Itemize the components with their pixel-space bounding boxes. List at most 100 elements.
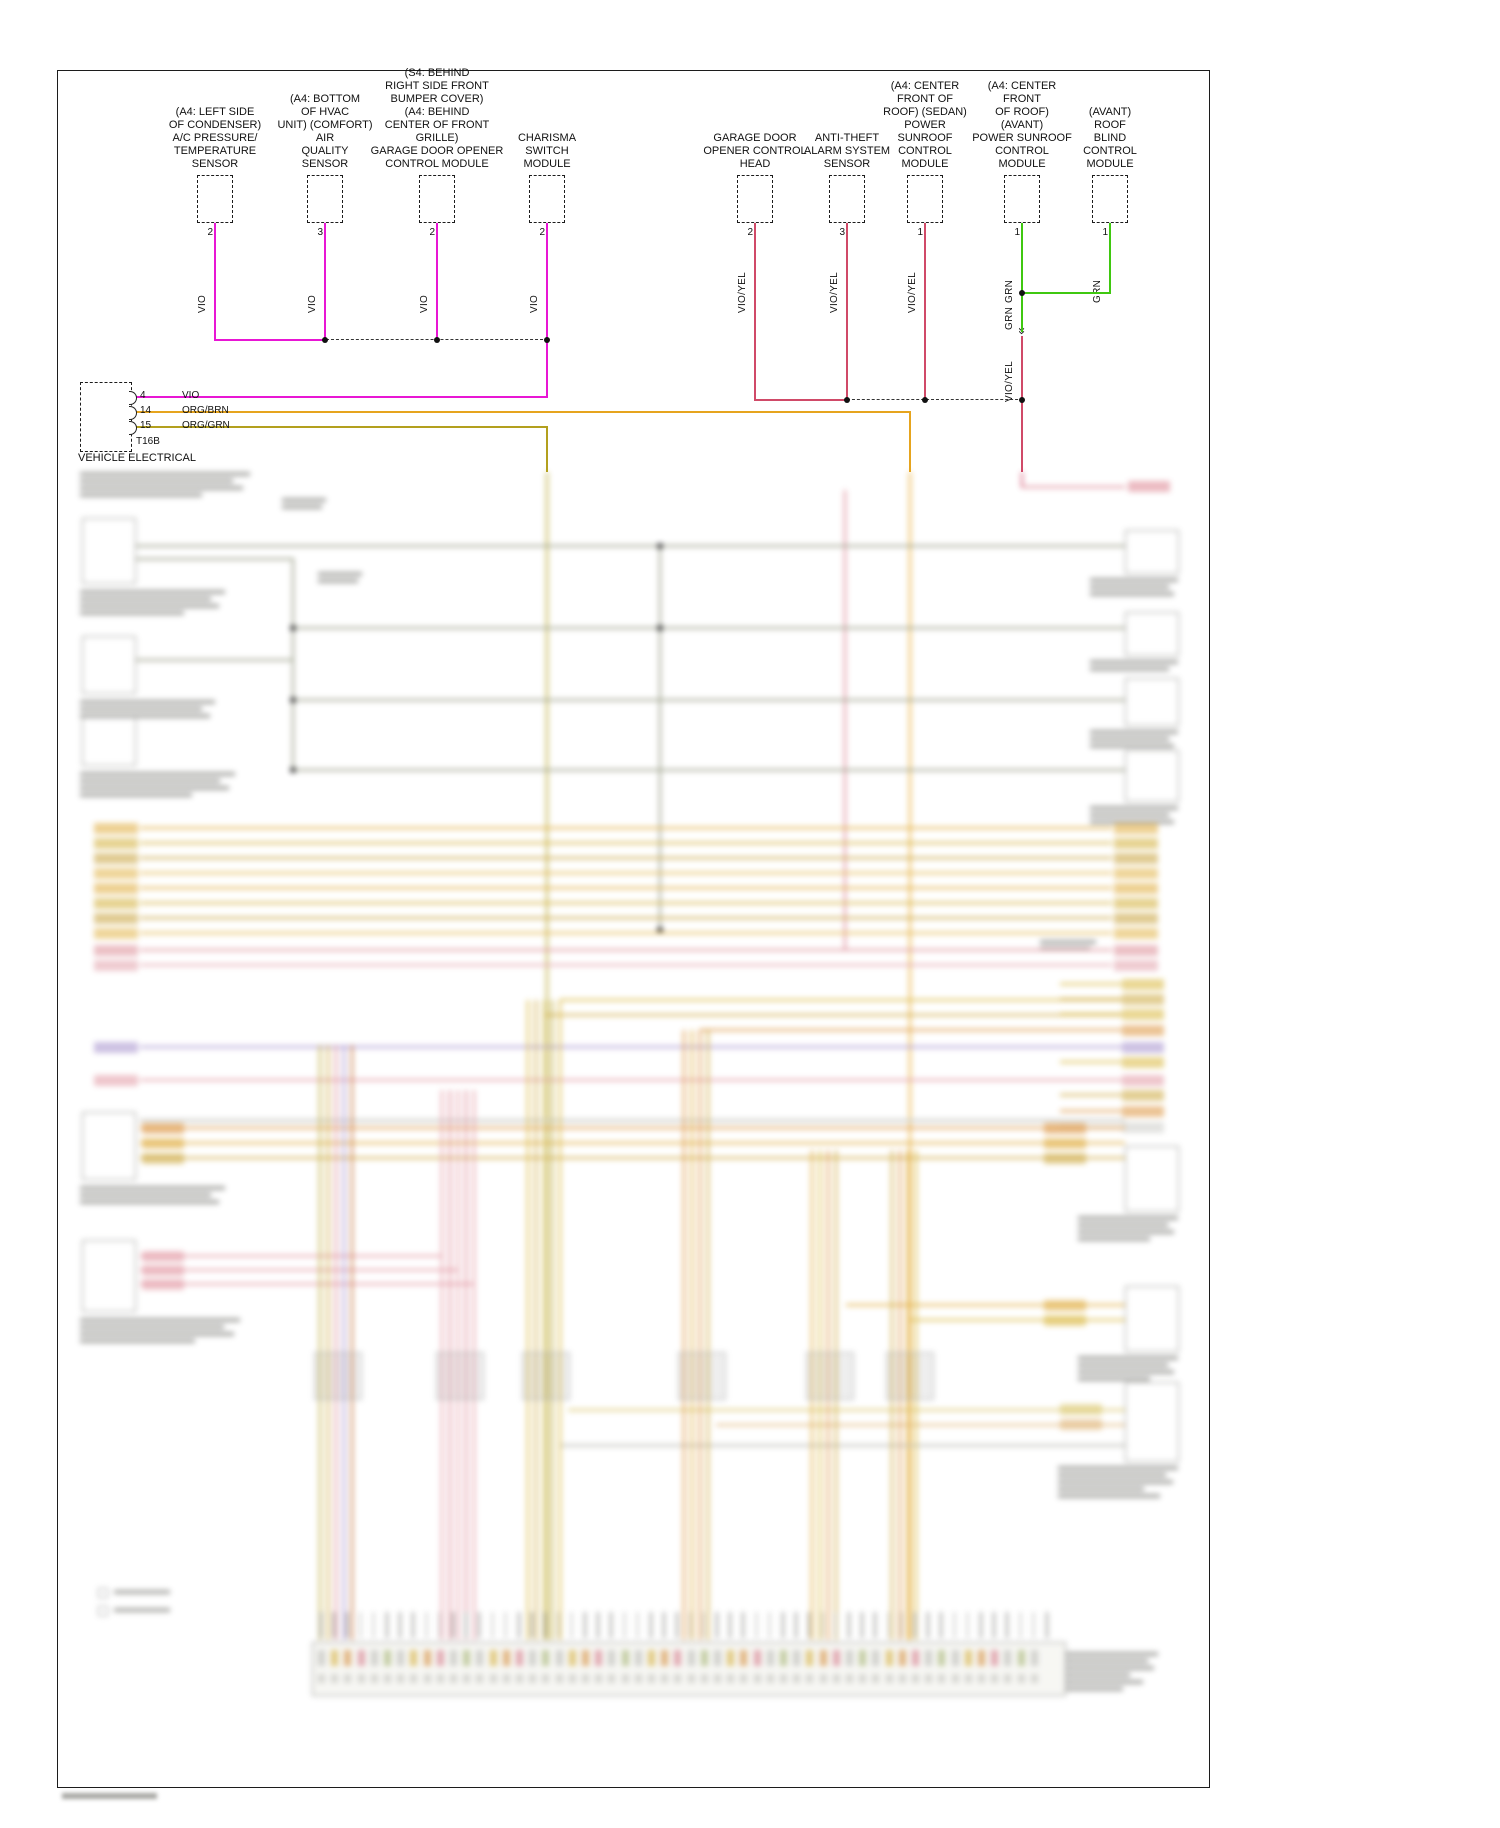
blurred-terminal-cell <box>793 1674 801 1683</box>
wire-segment <box>140 932 1112 934</box>
blurred-text <box>1078 1230 1174 1234</box>
blurred-terminal-cell <box>780 1674 787 1683</box>
blurred-terminal-cell <box>410 1674 418 1683</box>
blurred-pin-tick <box>491 1612 494 1638</box>
blurred-pin-tick <box>584 1612 586 1638</box>
wire-segment <box>819 1150 821 1640</box>
blurred-wire-label <box>1114 913 1158 924</box>
blurred-pin-tick <box>438 1612 441 1638</box>
blurred-terminal-cell <box>634 1650 642 1666</box>
blurred-box <box>82 636 136 694</box>
blurred-text <box>80 772 235 776</box>
blurred-pin-tick <box>887 1612 890 1638</box>
connector-pin-number: 4 <box>140 390 146 401</box>
connector-wire-label: VIO <box>182 390 200 401</box>
blurred-terminal-cell <box>1017 1650 1025 1666</box>
wire-segment <box>827 1150 829 1640</box>
blurred-diagram-content <box>57 468 1210 1786</box>
wire-segment <box>293 769 1125 771</box>
connector-wire-label: ORG/BRN <box>182 405 229 416</box>
wire-segment <box>449 1090 451 1640</box>
wire-segment <box>140 902 1112 904</box>
blurred-terminal-cell <box>832 1674 840 1683</box>
blurred-wire-label <box>1114 898 1158 909</box>
wire-segment <box>1060 1079 1122 1081</box>
blurred-terminal-cell <box>846 1650 853 1666</box>
blurred-terminal-cell <box>608 1650 616 1666</box>
blurred-wire-label <box>142 1251 184 1262</box>
blurred-terminal-cell <box>674 1674 682 1683</box>
connector-pin-number: 15 <box>140 420 152 431</box>
vehicle-electrical-connector-box <box>80 382 132 452</box>
blurred-wire-label <box>94 853 138 864</box>
blurred-text <box>80 590 225 594</box>
wire-color-label: VIO/YEL <box>1004 360 1015 402</box>
wire-segment <box>846 1304 1125 1306</box>
blurred-pin-tick <box>1006 1612 1008 1638</box>
blurred-terminal-cell <box>1004 1674 1012 1683</box>
wire-segment <box>319 1045 321 1640</box>
blurred-wire-label <box>142 1123 184 1134</box>
wire-segment <box>707 1030 709 1640</box>
pin-number: 1 <box>1014 227 1020 238</box>
wire-segment <box>140 1142 1125 1144</box>
blurred-terminal-cell <box>978 1650 985 1666</box>
wire-segment <box>551 1000 553 1640</box>
blurred-pin-tick <box>570 1612 573 1638</box>
blurred-terminal-cell <box>938 1650 946 1666</box>
blurred-pin-tick <box>834 1612 837 1638</box>
wire-segment <box>140 857 1112 859</box>
wire-segment <box>546 427 548 472</box>
junction-dot <box>843 396 851 404</box>
blurred-pin-tick <box>861 1612 863 1638</box>
wire-segment <box>527 1000 529 1640</box>
blurred-terminal-cell <box>766 1674 774 1683</box>
blurred-box <box>82 1112 136 1180</box>
blurred-pin-tick <box>980 1612 982 1638</box>
blurred-terminal-cell <box>423 1650 431 1666</box>
pin-number: 2 <box>429 227 435 238</box>
blurred-terminal-cell <box>727 1674 735 1683</box>
diagram-border <box>57 70 1210 1788</box>
blurred-terminal-cell <box>582 1674 589 1683</box>
blurred-text <box>318 572 362 576</box>
blurred-text <box>80 779 220 783</box>
wire-color-label: VIO <box>307 294 318 313</box>
blurred-terminal-cell <box>661 1650 669 1666</box>
blurred-text <box>1058 1666 1154 1670</box>
blurred-pin-tick <box>320 1612 322 1638</box>
blurred-terminal-cell <box>568 1650 576 1666</box>
blurred-legend-symbol <box>98 1606 108 1616</box>
blurred-terminal-cell <box>621 1674 629 1683</box>
blurred-terminal-cell <box>846 1674 853 1683</box>
wire-segment <box>335 1045 337 1640</box>
blurred-text <box>1058 1680 1143 1684</box>
blurred-pin-tick <box>531 1612 533 1638</box>
wire-segment <box>683 1030 685 1640</box>
wire-segment <box>535 1000 537 1640</box>
blurred-terminal-cell <box>700 1650 708 1666</box>
wire-segment <box>559 1000 561 1640</box>
blurred-wire-label <box>94 913 138 924</box>
wire-segment <box>543 1000 545 1640</box>
wire-segment <box>699 1030 701 1640</box>
junction-dot <box>543 336 551 344</box>
blurred-text <box>1090 737 1170 741</box>
wire-segment <box>560 999 1122 1001</box>
blurred-pin-tick <box>557 1612 560 1638</box>
junction-dot <box>656 542 664 550</box>
wire-segment <box>1021 223 1023 332</box>
blurred-connector-block <box>522 1352 570 1400</box>
wire-segment <box>134 659 293 661</box>
blurred-wire-label <box>1122 1009 1164 1020</box>
blurred-text <box>1090 660 1178 664</box>
blurred-terminal-cell <box>1030 1674 1038 1683</box>
blurred-terminal-cell <box>727 1650 735 1666</box>
blurred-pin-tick <box>650 1612 652 1638</box>
blurred-box <box>82 518 136 584</box>
blurred-terminal-cell <box>859 1674 867 1683</box>
blurred-terminal-cell <box>872 1650 880 1666</box>
blurred-pin-tick <box>663 1612 665 1638</box>
blurred-terminal-cell <box>964 1674 972 1683</box>
blurred-terminal-cell <box>951 1674 959 1683</box>
